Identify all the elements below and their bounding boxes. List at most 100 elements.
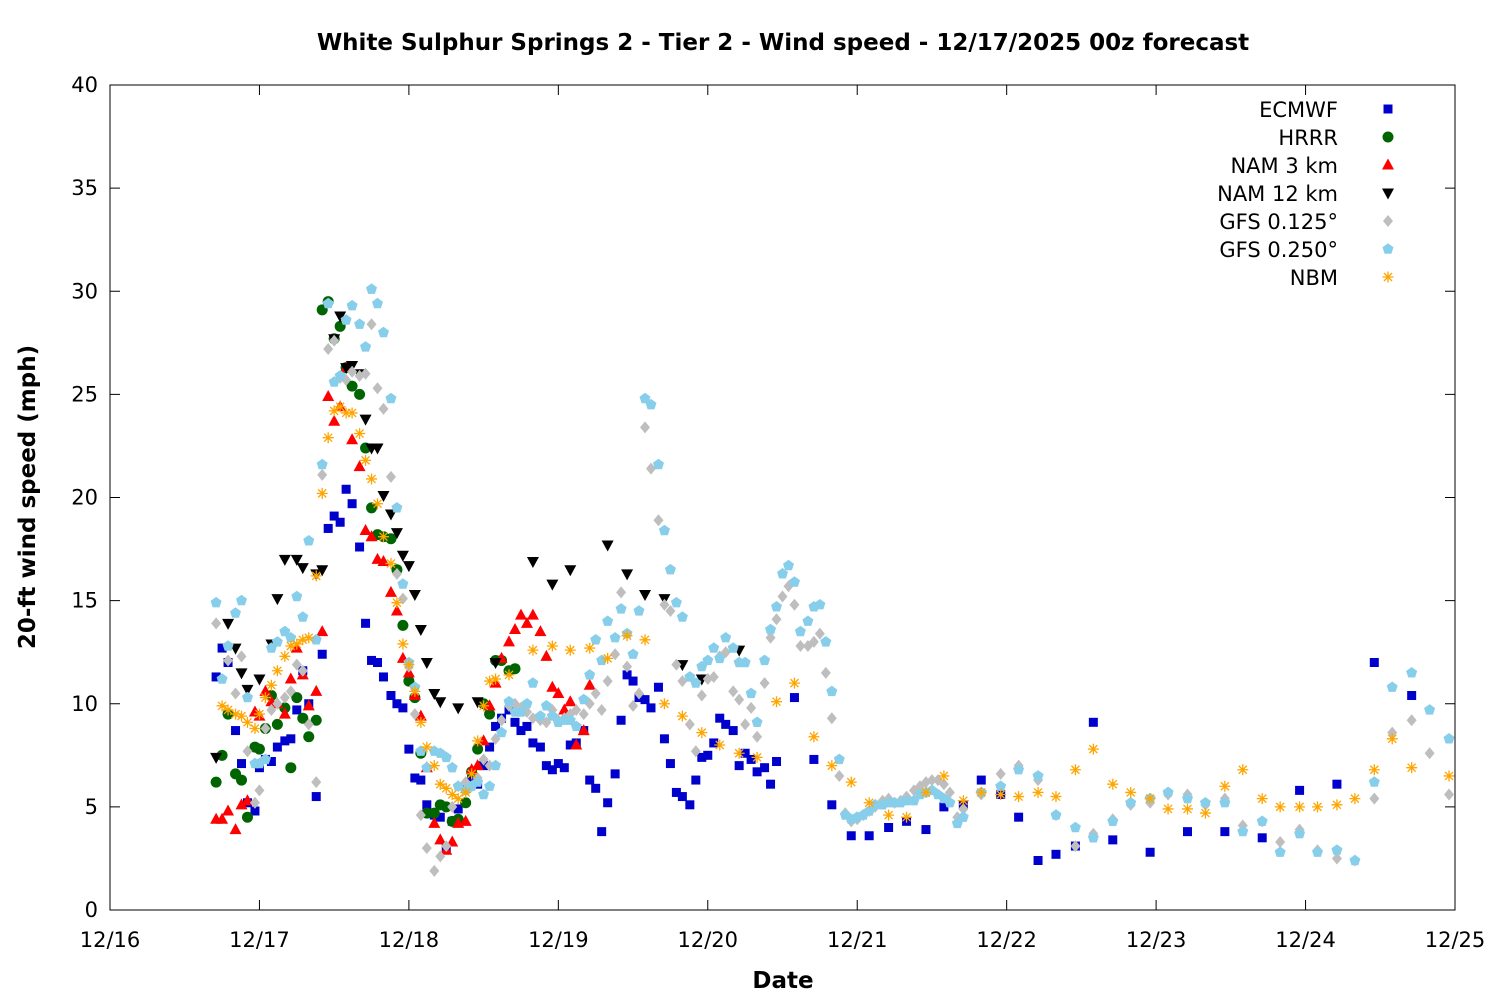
data-point (479, 761, 489, 771)
data-point (697, 752, 707, 762)
data-point (265, 679, 277, 691)
data-point (290, 554, 303, 566)
data-point (1406, 667, 1418, 678)
legend-label: HRRR (1278, 126, 1338, 150)
data-point (297, 712, 309, 724)
data-point (291, 692, 303, 704)
data-point (883, 809, 895, 821)
data-point (415, 809, 426, 822)
data-point (297, 611, 309, 622)
data-point (1125, 797, 1137, 808)
data-point (516, 726, 526, 736)
data-point (421, 842, 432, 855)
data-point (670, 596, 682, 608)
data-point (765, 631, 776, 644)
data-point (310, 570, 322, 582)
data-point (316, 487, 328, 499)
data-point (708, 670, 719, 683)
data-point (416, 775, 426, 785)
data-point (211, 617, 222, 630)
data-point (272, 742, 282, 752)
data-point (771, 696, 783, 708)
data-point (696, 689, 707, 702)
legend-marker (1382, 131, 1394, 143)
data-point (591, 783, 601, 793)
data-point (1050, 809, 1062, 820)
data-point (359, 524, 372, 535)
data-point (323, 523, 333, 533)
data-point (222, 804, 235, 816)
x-tick-label: 12/25 (1425, 928, 1486, 952)
data-point (846, 831, 856, 841)
data-point (322, 432, 334, 444)
data-point (1162, 803, 1174, 815)
data-point (210, 596, 222, 608)
data-point (590, 687, 601, 700)
data-point (279, 691, 290, 704)
data-point (1349, 793, 1361, 805)
legend-marker (1382, 271, 1394, 283)
data-point (390, 604, 403, 616)
legend-marker (1383, 104, 1393, 114)
data-point (975, 786, 987, 798)
data-point (1256, 793, 1268, 805)
data-point (777, 590, 788, 603)
data-point (216, 700, 228, 712)
data-point (645, 398, 657, 410)
data-point (398, 703, 408, 713)
data-point (378, 672, 388, 682)
x-tick-label: 12/16 (80, 928, 141, 952)
data-point (385, 392, 397, 404)
data-point (522, 721, 532, 731)
data-point (609, 632, 621, 643)
data-point (526, 608, 539, 620)
data-point (317, 468, 328, 481)
data-point (1182, 827, 1192, 837)
data-point (1144, 793, 1156, 805)
data-point (335, 517, 345, 527)
data-point (740, 718, 751, 731)
legend-label: NAM 12 km (1217, 182, 1338, 206)
data-point (429, 864, 440, 877)
data-point (709, 738, 719, 748)
data-point (285, 685, 296, 698)
data-point (901, 794, 913, 806)
data-point (1199, 797, 1211, 808)
data-point (540, 700, 552, 711)
data-point (1014, 812, 1024, 822)
data-point (253, 708, 265, 720)
data-point (578, 693, 590, 705)
data-point (527, 644, 539, 656)
data-point (820, 636, 832, 647)
data-point (428, 760, 440, 772)
data-point (639, 634, 651, 646)
data-point (1443, 733, 1455, 744)
data-point (385, 533, 397, 545)
data-point (901, 811, 913, 823)
data-point (434, 778, 446, 790)
data-point (664, 563, 676, 575)
data-point (615, 603, 627, 614)
data-point (833, 753, 845, 765)
data-point (1162, 786, 1174, 798)
data-point (1087, 743, 1099, 755)
data-point (347, 499, 357, 509)
y-tick-label: 40 (71, 73, 98, 97)
data-point (472, 743, 484, 755)
data-point (659, 598, 670, 611)
data-point (297, 664, 308, 677)
data-point (229, 823, 242, 835)
data-point (477, 734, 490, 746)
data-point (553, 759, 563, 769)
data-point (684, 671, 696, 682)
data-point (1199, 807, 1211, 819)
data-point (471, 697, 484, 709)
data-point (658, 698, 670, 710)
data-point (292, 705, 302, 715)
data-point (354, 428, 366, 440)
data-point (540, 649, 553, 661)
data-point (1331, 844, 1343, 855)
data-point (976, 775, 986, 785)
data-point (254, 784, 265, 797)
data-point (794, 625, 806, 637)
